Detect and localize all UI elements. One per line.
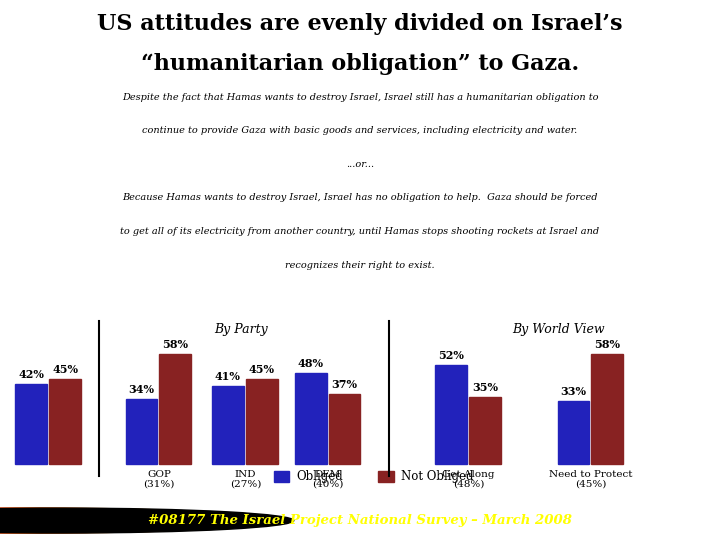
Text: 34%: 34% <box>128 384 155 395</box>
Text: 42%: 42% <box>19 369 44 380</box>
Text: #08177 The Israel Project National Survey – March 2008: #08177 The Israel Project National Surve… <box>148 514 572 527</box>
Circle shape <box>0 508 294 533</box>
Text: 41%: 41% <box>215 371 240 382</box>
Text: recognizes their right to exist.: recognizes their right to exist. <box>285 261 435 269</box>
Bar <box>50 379 81 463</box>
Text: 33%: 33% <box>560 386 587 397</box>
Text: 52%: 52% <box>438 350 464 361</box>
Text: 43: 43 <box>679 512 702 529</box>
Text: ...or...: ...or... <box>346 160 374 169</box>
Bar <box>246 379 278 463</box>
Text: 45%: 45% <box>52 363 78 375</box>
Text: Obliged: Obliged <box>297 470 343 483</box>
Text: DEM
(40%): DEM (40%) <box>312 470 344 489</box>
Bar <box>591 354 623 463</box>
Text: “humanitarian obligation” to Gaza.: “humanitarian obligation” to Gaza. <box>141 52 579 75</box>
Circle shape <box>0 508 270 533</box>
Text: 48%: 48% <box>297 358 324 369</box>
Text: 37%: 37% <box>331 379 358 390</box>
Bar <box>295 373 327 463</box>
Text: 58%: 58% <box>162 339 189 350</box>
Bar <box>125 399 157 463</box>
Text: IND
(27%): IND (27%) <box>230 470 261 489</box>
Text: Despite the fact that Hamas wants to destroy Israel, Israel still has a humanita: Despite the fact that Hamas wants to des… <box>122 93 598 102</box>
Text: US attitudes are evenly divided on Israel’s: US attitudes are evenly divided on Israe… <box>97 12 623 35</box>
Bar <box>274 471 289 482</box>
Text: Need to Protect
(45%): Need to Protect (45%) <box>549 470 633 489</box>
Text: GOP
(31%): GOP (31%) <box>143 470 175 489</box>
Text: Because Hamas wants to destroy Israel, Israel has no obligation to help.  Gaza s: Because Hamas wants to destroy Israel, I… <box>122 193 598 202</box>
Bar <box>328 394 361 463</box>
Bar <box>16 384 48 463</box>
Bar <box>435 366 467 463</box>
Bar <box>212 386 243 463</box>
Text: 58%: 58% <box>594 339 621 350</box>
Text: to get all of its electricity from another country, until Hamas stops shooting r: to get all of its electricity from anoth… <box>120 227 600 236</box>
Text: continue to provide Gaza with basic goods and services, including electricity an: continue to provide Gaza with basic good… <box>143 126 577 136</box>
Text: By World View: By World View <box>512 323 604 336</box>
Bar <box>160 354 192 463</box>
Bar <box>469 397 501 463</box>
Circle shape <box>0 508 246 533</box>
Text: Get Along
(48%): Get Along (48%) <box>442 470 495 489</box>
Text: Not Obliged: Not Obliged <box>401 470 474 483</box>
Bar <box>557 401 590 463</box>
Text: By Party: By Party <box>215 323 268 336</box>
Text: 35%: 35% <box>472 382 498 394</box>
Text: 45%: 45% <box>248 363 275 375</box>
Bar <box>378 471 394 482</box>
